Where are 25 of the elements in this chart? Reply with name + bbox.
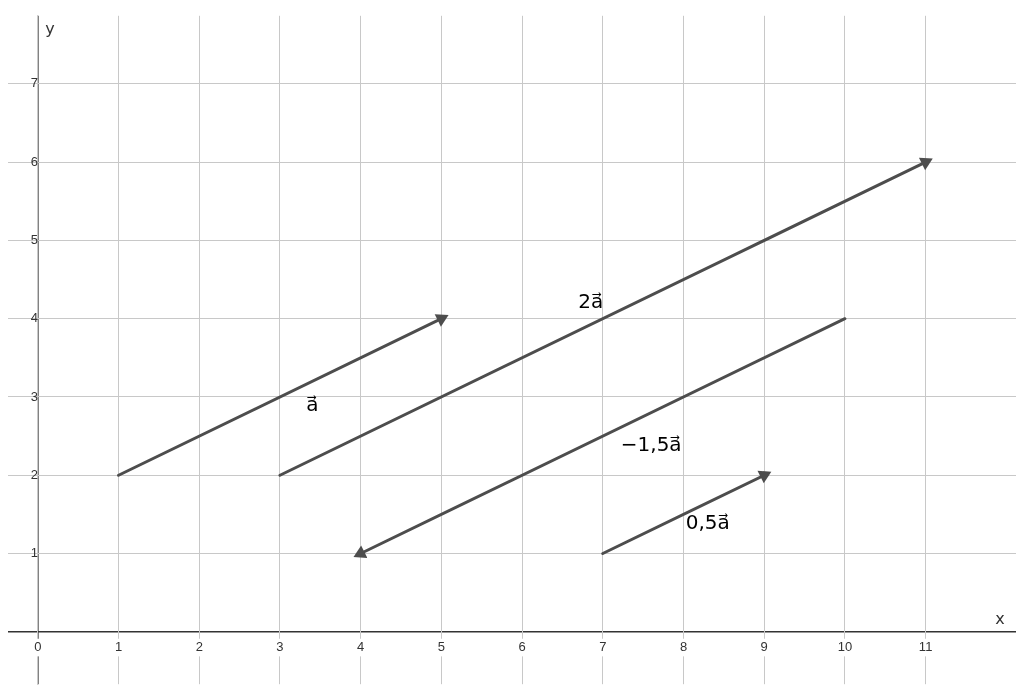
x-tick-label: 2 — [195, 639, 203, 655]
x-tick-label: 9 — [760, 639, 768, 655]
y-tick-label: 6 — [30, 153, 38, 169]
y-tick-label: 2 — [30, 466, 38, 482]
y-tick-label: 7 — [30, 75, 38, 91]
x-tick-label: 10 — [837, 639, 853, 655]
annotation: 0,5a⃗ — [685, 509, 730, 534]
x-tick-label: 11 — [918, 639, 933, 655]
x-tick-label: 1 — [114, 639, 123, 655]
annotation: a⃗ — [306, 391, 319, 416]
x-tick-label: 4 — [357, 639, 365, 655]
x-tick-label: 8 — [679, 639, 688, 655]
x-tick-label: 3 — [276, 639, 284, 655]
annotation: 2a⃗ — [578, 288, 604, 313]
x-axis-title: x — [995, 608, 1005, 628]
x-tick-label: 5 — [437, 639, 445, 655]
x-tick-label: 7 — [599, 639, 607, 655]
y-tick-label: 5 — [30, 232, 38, 247]
y-tick-label: 3 — [30, 388, 38, 404]
y-tick-label: 4 — [30, 310, 38, 326]
annotation: −1,5a⃗ — [620, 431, 682, 456]
y-tick-label: 1 — [30, 545, 38, 561]
x-tick-label: 6 — [518, 639, 526, 655]
x-tick-label: 0 — [34, 639, 42, 655]
y-axis-title: y — [45, 18, 55, 38]
